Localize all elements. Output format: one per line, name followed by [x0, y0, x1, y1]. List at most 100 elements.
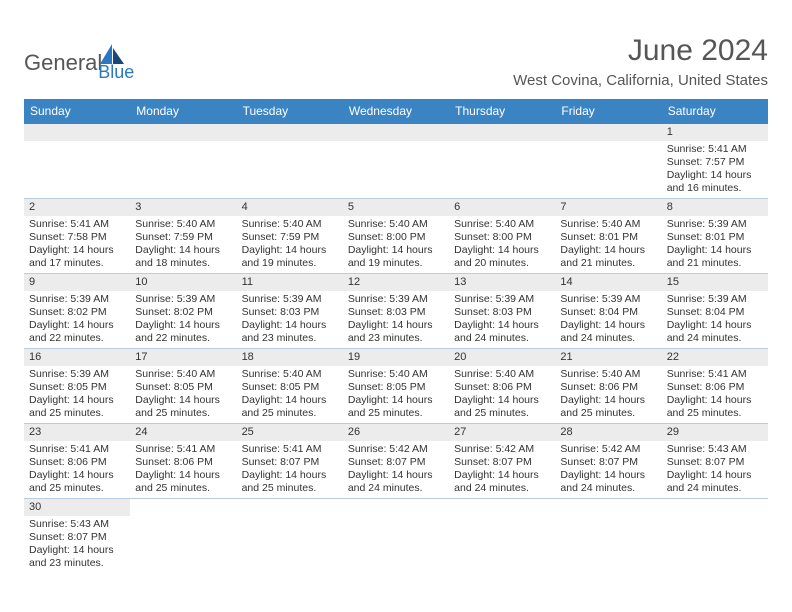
weekday-header: Friday [555, 99, 661, 124]
calendar-cell [130, 124, 236, 199]
day-number: 30 [24, 499, 130, 516]
day-number: 18 [237, 349, 343, 366]
day-number: 23 [24, 424, 130, 441]
calendar-cell [343, 124, 449, 199]
day-details: Sunrise: 5:39 AMSunset: 8:04 PMDaylight:… [555, 291, 661, 348]
day-details: Sunrise: 5:39 AMSunset: 8:03 PMDaylight:… [343, 291, 449, 348]
day-details: Sunrise: 5:40 AMSunset: 8:00 PMDaylight:… [449, 216, 555, 273]
empty-daynum-bar [24, 124, 130, 141]
calendar-cell: 22Sunrise: 5:41 AMSunset: 8:06 PMDayligh… [662, 349, 768, 424]
day-details: Sunrise: 5:42 AMSunset: 8:07 PMDaylight:… [343, 441, 449, 498]
day-number: 14 [555, 274, 661, 291]
calendar-cell: 5Sunrise: 5:40 AMSunset: 8:00 PMDaylight… [343, 199, 449, 274]
calendar-cell: 20Sunrise: 5:40 AMSunset: 8:06 PMDayligh… [449, 349, 555, 424]
day-details: Sunrise: 5:42 AMSunset: 8:07 PMDaylight:… [555, 441, 661, 498]
calendar-cell: 19Sunrise: 5:40 AMSunset: 8:05 PMDayligh… [343, 349, 449, 424]
day-number: 22 [662, 349, 768, 366]
brand-logo: General Blue [24, 42, 134, 83]
day-details: Sunrise: 5:39 AMSunset: 8:01 PMDaylight:… [662, 216, 768, 273]
weekday-header: Sunday [24, 99, 130, 124]
day-number: 12 [343, 274, 449, 291]
calendar-cell: 1Sunrise: 5:41 AMSunset: 7:57 PMDaylight… [662, 124, 768, 199]
day-number: 11 [237, 274, 343, 291]
empty-daynum-bar [130, 124, 236, 141]
day-details: Sunrise: 5:41 AMSunset: 8:07 PMDaylight:… [237, 441, 343, 498]
calendar-cell: 23Sunrise: 5:41 AMSunset: 8:06 PMDayligh… [24, 424, 130, 499]
day-details: Sunrise: 5:40 AMSunset: 8:05 PMDaylight:… [343, 366, 449, 423]
calendar-cell [449, 499, 555, 573]
day-details: Sunrise: 5:43 AMSunset: 8:07 PMDaylight:… [662, 441, 768, 498]
day-number: 5 [343, 199, 449, 216]
day-number: 4 [237, 199, 343, 216]
brand-name-a: General [24, 50, 102, 76]
day-number: 19 [343, 349, 449, 366]
empty-daynum-bar [449, 124, 555, 141]
day-number: 21 [555, 349, 661, 366]
calendar-cell: 2Sunrise: 5:41 AMSunset: 7:58 PMDaylight… [24, 199, 130, 274]
day-details: Sunrise: 5:40 AMSunset: 7:59 PMDaylight:… [130, 216, 236, 273]
empty-daynum-bar [237, 124, 343, 141]
day-details: Sunrise: 5:39 AMSunset: 8:02 PMDaylight:… [130, 291, 236, 348]
calendar-cell: 11Sunrise: 5:39 AMSunset: 8:03 PMDayligh… [237, 274, 343, 349]
weekday-header: Thursday [449, 99, 555, 124]
day-number: 6 [449, 199, 555, 216]
day-number: 20 [449, 349, 555, 366]
day-details: Sunrise: 5:40 AMSunset: 8:05 PMDaylight:… [130, 366, 236, 423]
day-number: 13 [449, 274, 555, 291]
day-number: 8 [662, 199, 768, 216]
day-details: Sunrise: 5:39 AMSunset: 8:04 PMDaylight:… [662, 291, 768, 348]
calendar-page: General Blue June 2024 West Covina, Cali… [0, 0, 792, 593]
calendar-cell: 18Sunrise: 5:40 AMSunset: 8:05 PMDayligh… [237, 349, 343, 424]
calendar-cell [662, 499, 768, 573]
day-details: Sunrise: 5:40 AMSunset: 8:00 PMDaylight:… [343, 216, 449, 273]
day-details: Sunrise: 5:39 AMSunset: 8:03 PMDaylight:… [449, 291, 555, 348]
calendar-cell: 3Sunrise: 5:40 AMSunset: 7:59 PMDaylight… [130, 199, 236, 274]
day-details: Sunrise: 5:41 AMSunset: 8:06 PMDaylight:… [24, 441, 130, 498]
calendar-cell: 21Sunrise: 5:40 AMSunset: 8:06 PMDayligh… [555, 349, 661, 424]
calendar-grid: 1Sunrise: 5:41 AMSunset: 7:57 PMDaylight… [24, 124, 768, 573]
calendar-cell [24, 124, 130, 199]
calendar-cell: 24Sunrise: 5:41 AMSunset: 8:06 PMDayligh… [130, 424, 236, 499]
calendar-cell: 8Sunrise: 5:39 AMSunset: 8:01 PMDaylight… [662, 199, 768, 274]
calendar-cell [343, 499, 449, 573]
calendar-cell [555, 124, 661, 199]
weekday-header: Tuesday [237, 99, 343, 124]
calendar-cell [555, 499, 661, 573]
day-details: Sunrise: 5:40 AMSunset: 8:06 PMDaylight:… [449, 366, 555, 423]
day-details: Sunrise: 5:41 AMSunset: 8:06 PMDaylight:… [662, 366, 768, 423]
day-number: 10 [130, 274, 236, 291]
calendar-cell: 14Sunrise: 5:39 AMSunset: 8:04 PMDayligh… [555, 274, 661, 349]
day-details: Sunrise: 5:39 AMSunset: 8:03 PMDaylight:… [237, 291, 343, 348]
brand-name-b: Blue [98, 62, 134, 83]
day-details: Sunrise: 5:42 AMSunset: 8:07 PMDaylight:… [449, 441, 555, 498]
location-text: West Covina, California, United States [513, 72, 768, 89]
calendar-cell [449, 124, 555, 199]
weekday-header: Monday [130, 99, 236, 124]
calendar-cell: 6Sunrise: 5:40 AMSunset: 8:00 PMDaylight… [449, 199, 555, 274]
calendar-cell [237, 124, 343, 199]
calendar-cell: 9Sunrise: 5:39 AMSunset: 8:02 PMDaylight… [24, 274, 130, 349]
day-number: 7 [555, 199, 661, 216]
calendar-cell: 17Sunrise: 5:40 AMSunset: 8:05 PMDayligh… [130, 349, 236, 424]
weekday-header-row: SundayMondayTuesdayWednesdayThursdayFrid… [24, 99, 768, 124]
calendar-cell: 7Sunrise: 5:40 AMSunset: 8:01 PMDaylight… [555, 199, 661, 274]
day-number: 25 [237, 424, 343, 441]
day-details: Sunrise: 5:39 AMSunset: 8:05 PMDaylight:… [24, 366, 130, 423]
calendar-cell: 12Sunrise: 5:39 AMSunset: 8:03 PMDayligh… [343, 274, 449, 349]
day-number: 17 [130, 349, 236, 366]
calendar-cell: 27Sunrise: 5:42 AMSunset: 8:07 PMDayligh… [449, 424, 555, 499]
calendar-cell [130, 499, 236, 573]
day-number: 1 [662, 124, 768, 141]
month-title: June 2024 [513, 34, 768, 68]
day-details: Sunrise: 5:40 AMSunset: 8:01 PMDaylight:… [555, 216, 661, 273]
calendar-cell: 30Sunrise: 5:43 AMSunset: 8:07 PMDayligh… [24, 499, 130, 573]
calendar-cell: 25Sunrise: 5:41 AMSunset: 8:07 PMDayligh… [237, 424, 343, 499]
calendar-cell: 28Sunrise: 5:42 AMSunset: 8:07 PMDayligh… [555, 424, 661, 499]
day-number: 3 [130, 199, 236, 216]
calendar-cell: 29Sunrise: 5:43 AMSunset: 8:07 PMDayligh… [662, 424, 768, 499]
day-details: Sunrise: 5:40 AMSunset: 8:06 PMDaylight:… [555, 366, 661, 423]
calendar-cell: 16Sunrise: 5:39 AMSunset: 8:05 PMDayligh… [24, 349, 130, 424]
calendar-cell: 10Sunrise: 5:39 AMSunset: 8:02 PMDayligh… [130, 274, 236, 349]
day-details: Sunrise: 5:41 AMSunset: 7:57 PMDaylight:… [662, 141, 768, 198]
day-number: 29 [662, 424, 768, 441]
